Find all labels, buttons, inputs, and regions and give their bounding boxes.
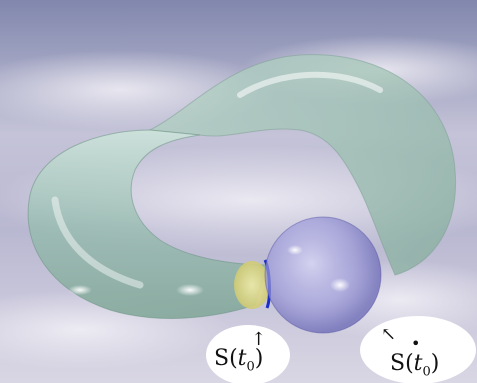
tube-back-loop: [148, 54, 457, 276]
label-var: t: [237, 346, 247, 371]
label-subscript: 0: [422, 364, 431, 380]
tube-back-highlight: [237, 71, 383, 98]
label-close-paren: ): [430, 351, 440, 376]
arrow-up-icon: ↑: [251, 329, 267, 350]
label-s-t0-left: S(t0): [214, 346, 263, 374]
label-prefix: S: [390, 351, 406, 376]
label-bubble-left: [206, 325, 290, 383]
cross-section-disk: [234, 261, 270, 309]
label-s-t0-right: S(t0): [390, 351, 439, 379]
tube-front-loop: [27, 129, 269, 319]
sphere-highlight: [330, 278, 350, 292]
tube-front-highlight: [51, 196, 144, 289]
label-var: t: [413, 351, 423, 376]
label-prefix: S: [214, 346, 230, 371]
label-bubble-right: [360, 316, 476, 383]
label-open-paren: (: [229, 346, 238, 371]
label-open-paren: (: [405, 351, 414, 376]
point-dot-icon: •: [411, 334, 421, 353]
tube-specular: [176, 284, 204, 296]
sphere: [264, 216, 382, 334]
sphere-highlight: [287, 245, 303, 255]
label-close-paren: ): [254, 346, 264, 371]
arrow-up-left-icon: ↖: [381, 324, 397, 345]
tube-specular: [68, 285, 92, 295]
label-subscript: 0: [246, 359, 255, 375]
